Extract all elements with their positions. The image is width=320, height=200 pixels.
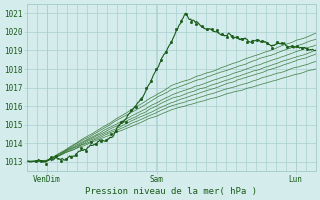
X-axis label: Pression niveau de la mer( hPa ): Pression niveau de la mer( hPa ) — [85, 187, 257, 196]
